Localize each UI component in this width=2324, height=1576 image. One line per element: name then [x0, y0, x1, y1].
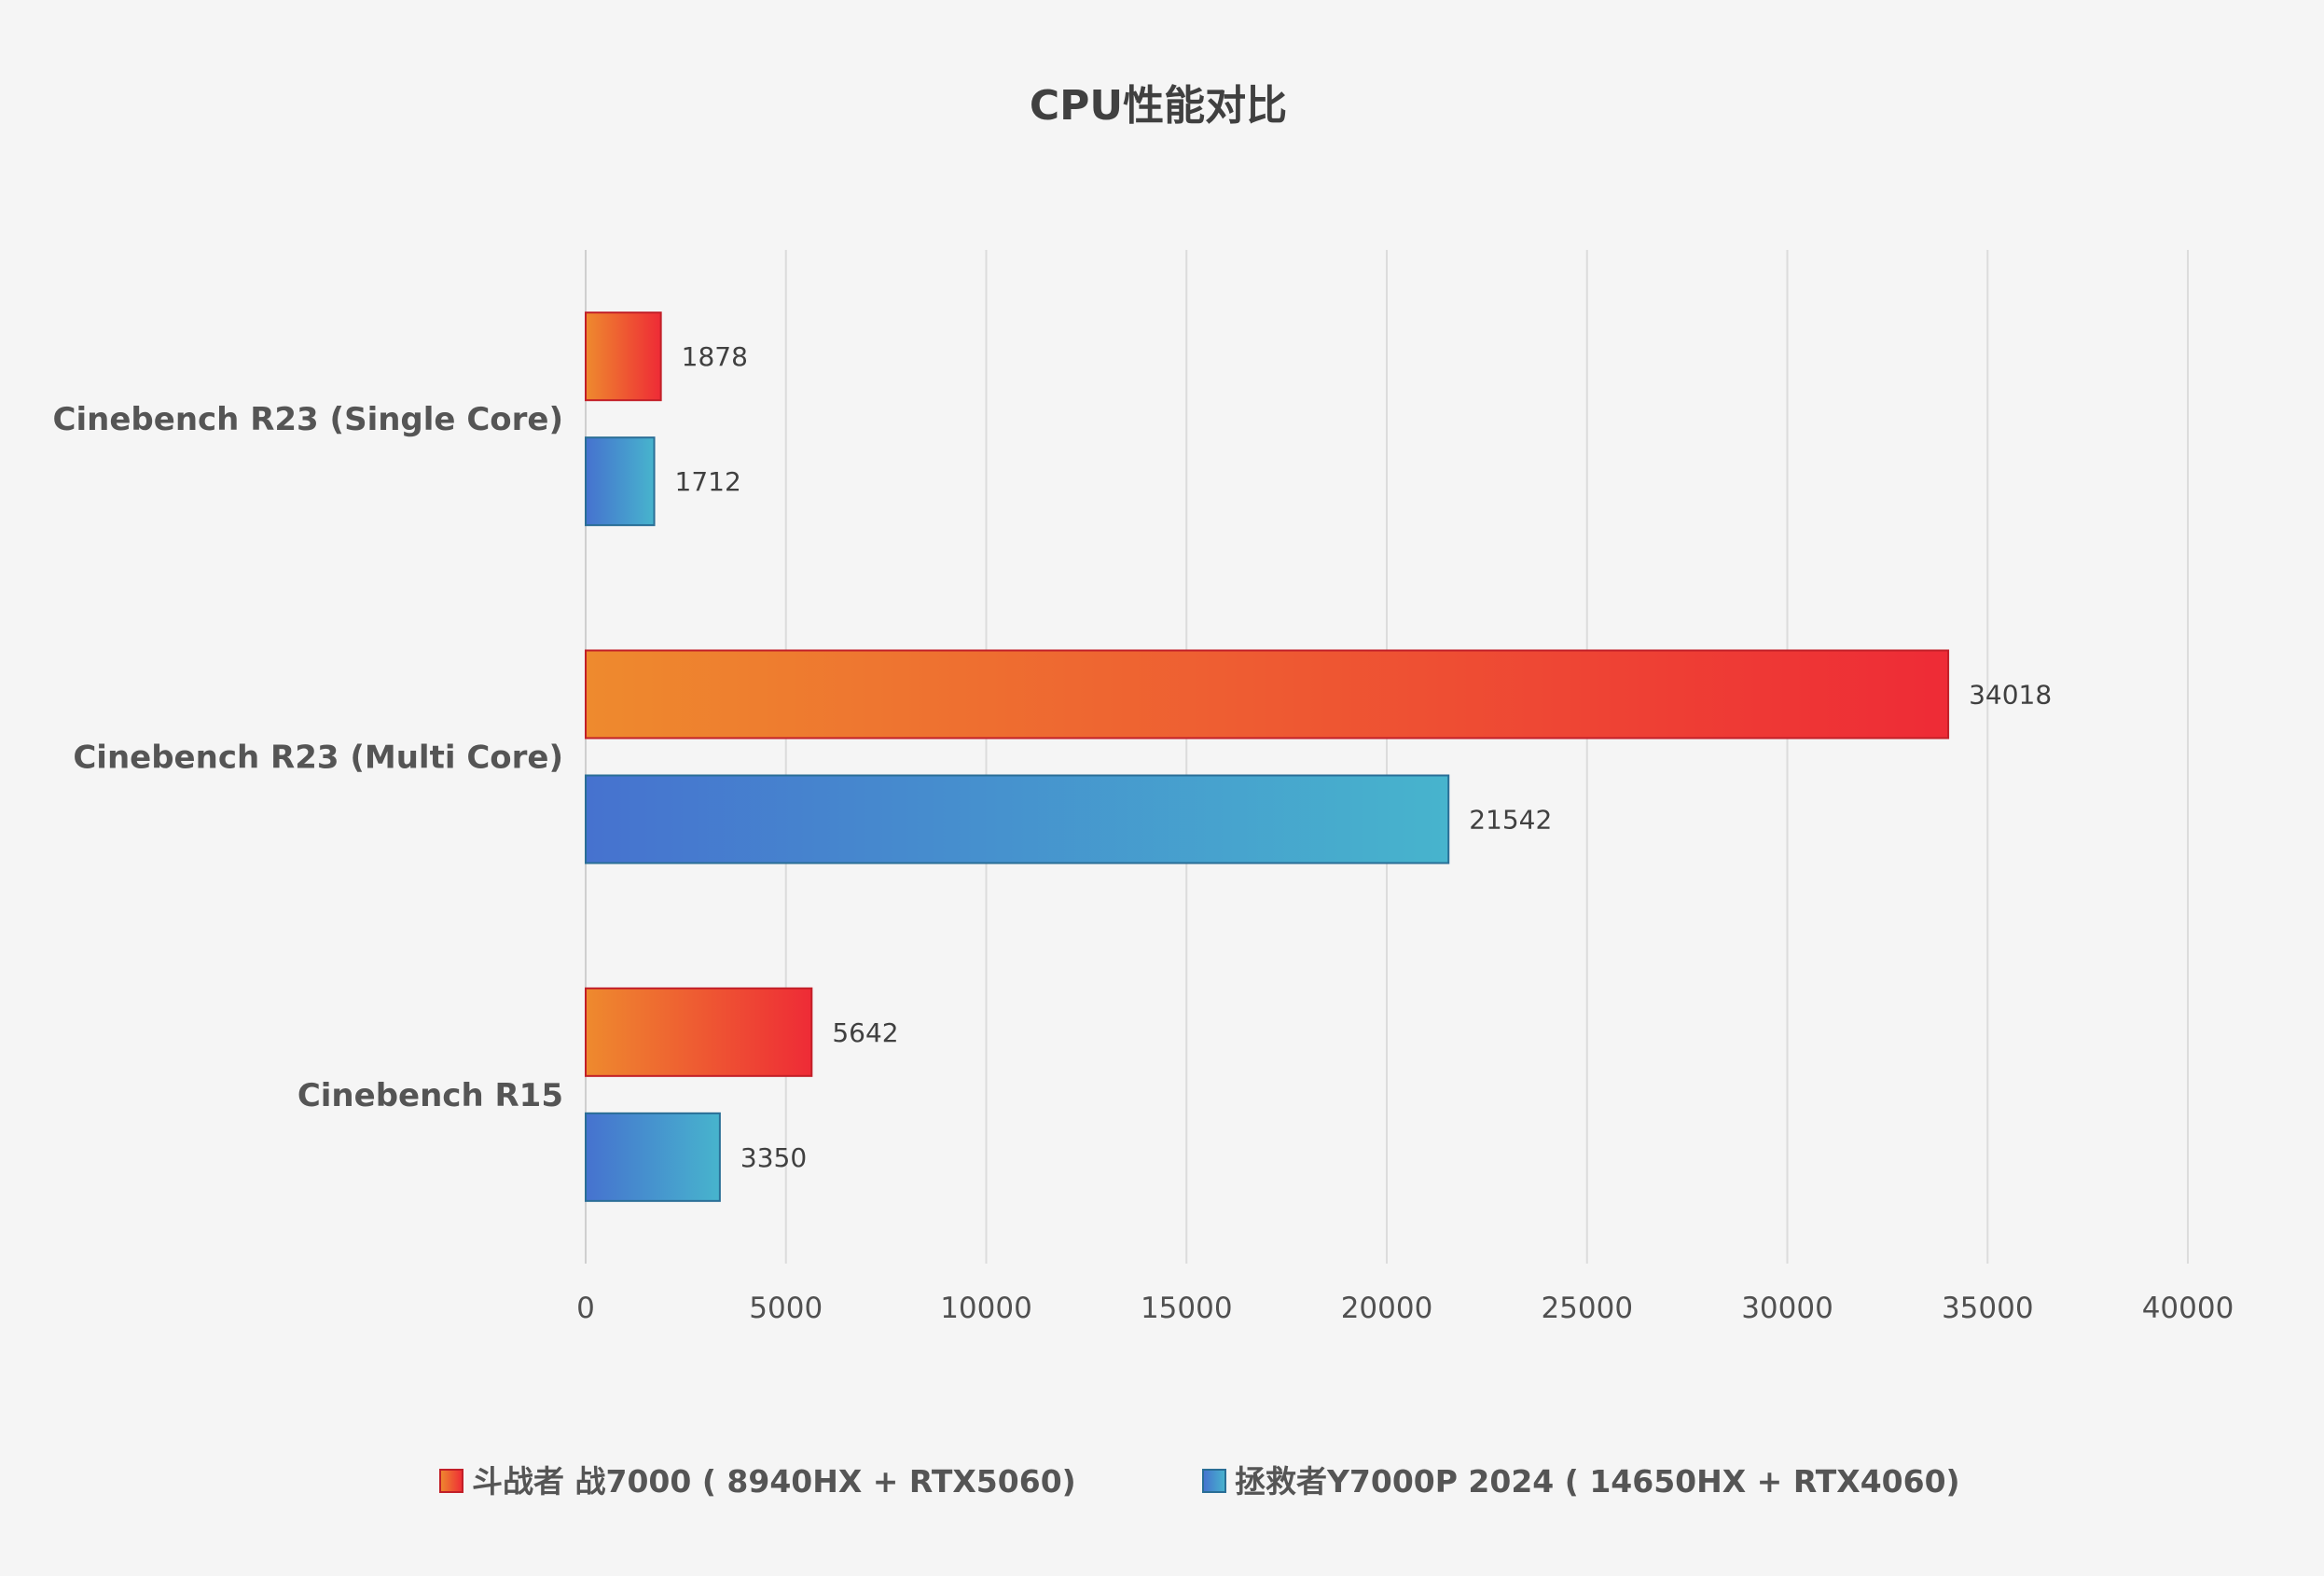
x-tick-label: 40000	[2142, 1292, 2234, 1325]
legend-label-1: 斗战者 战7000 ( 8940HX + RTX5060)	[472, 1463, 1076, 1500]
data-labels: 1878 1712 34018 21542 5642 3350	[675, 341, 2053, 1173]
x-tick-label: 25000	[1541, 1292, 1633, 1325]
legend-label-2: 拯救者Y7000P 2024 ( 14650HX + RTX4060)	[1235, 1463, 1960, 1500]
x-tick-label: 5000	[749, 1292, 823, 1325]
x-tick-label: 20000	[1341, 1292, 1433, 1325]
data-label: 1712	[675, 466, 741, 497]
x-tick-labels: 0 5000 10000 15000 20000 25000 30000 35000 40000	[576, 1292, 2234, 1325]
legend-swatch-1	[439, 1469, 463, 1493]
category-label: Cinebench R23 (Multi Core)	[73, 740, 563, 777]
x-tick-label: 30000	[1741, 1292, 1833, 1325]
gridlines	[784, 250, 2189, 1264]
bar-series1-0	[585, 311, 662, 402]
category-labels: Cinebench R23 (Single Core) Cinebench R23…	[53, 401, 563, 1114]
chart-title: CPU性能对比	[1030, 82, 1287, 130]
bar-series2-2	[585, 1112, 721, 1202]
legend-swatch-2	[1202, 1469, 1226, 1493]
bar-series1-1	[585, 649, 1950, 740]
bar-series1-2	[585, 987, 813, 1077]
bars	[585, 311, 1950, 1202]
data-label: 1878	[682, 341, 748, 372]
bar-series2-1	[585, 774, 1450, 864]
data-label: 5642	[832, 1017, 898, 1048]
legend: 斗战者 战7000 ( 8940HX + RTX5060) 拯救者Y7000P 2…	[439, 1463, 1960, 1500]
data-label: 21542	[1469, 805, 1552, 836]
x-tick-label: 15000	[1141, 1292, 1233, 1325]
bar-series2-0	[585, 436, 656, 527]
category-label: Cinebench R23 (Single Core)	[53, 401, 563, 438]
category-label: Cinebench R15	[297, 1077, 563, 1114]
x-tick-label: 35000	[1942, 1292, 2034, 1325]
data-label: 34018	[1969, 680, 2052, 711]
x-tick-label: 10000	[940, 1292, 1032, 1325]
data-label: 3350	[740, 1142, 807, 1173]
x-tick-label: 0	[576, 1292, 595, 1325]
